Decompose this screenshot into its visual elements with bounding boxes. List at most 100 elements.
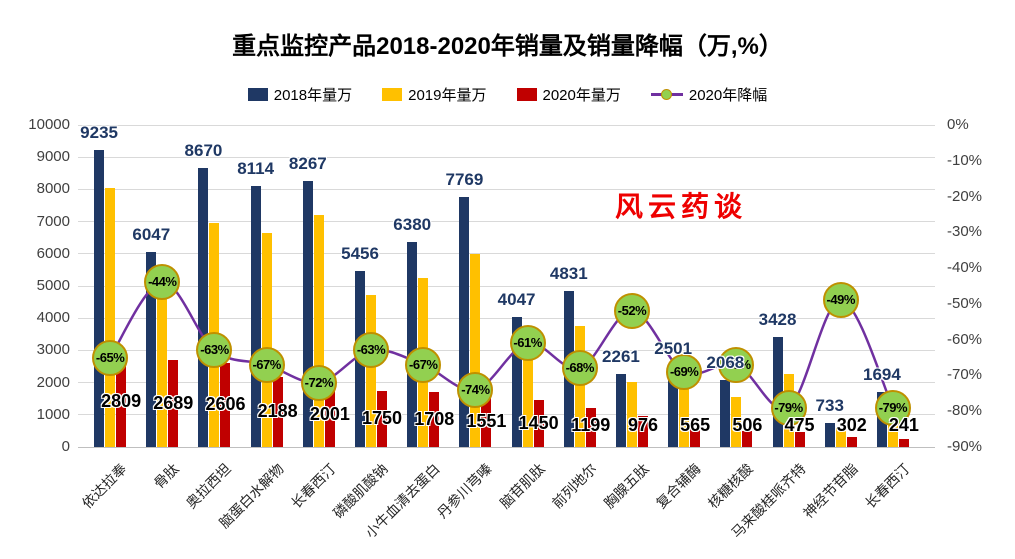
bar-2019年量万 <box>157 292 168 447</box>
decline-marker: -74% <box>457 371 494 408</box>
value-label-2020: 565 <box>680 415 711 435</box>
gridline <box>78 382 935 384</box>
value-label-2018: 2501 <box>654 339 693 359</box>
bar-2020年量万 <box>637 415 648 447</box>
decline-marker: -72% <box>300 364 337 401</box>
decline-marker: -52% <box>613 293 650 330</box>
y-axis-tick-left: 0 <box>61 438 70 455</box>
y-axis-tick-left: 4000 <box>36 309 70 327</box>
value-label-2018: 8670 <box>184 140 223 160</box>
legend-line-marker-icon <box>650 88 683 101</box>
bar-2020年量万 <box>533 400 544 447</box>
gridline <box>78 349 935 351</box>
bar-2018年量万 <box>459 196 470 447</box>
bar-2020年量万 <box>168 360 179 447</box>
x-axis-category-label: 依达拉奉 <box>78 460 130 512</box>
value-label-2020: 2188 <box>257 400 298 421</box>
bar-2018年量万 <box>94 149 105 447</box>
value-label-2020: 1708 <box>414 408 455 429</box>
bar-2020年量万 <box>377 390 388 447</box>
bar-2018年量万 <box>615 374 626 447</box>
value-label-2020: 475 <box>784 415 815 435</box>
value-label-2018: 733 <box>815 396 844 416</box>
bar-2020年量万 <box>116 356 127 447</box>
bar-2019年量万 <box>887 409 898 447</box>
bar-2020年量万 <box>846 437 857 447</box>
y-axis-tick-left: 5000 <box>36 277 70 294</box>
bar-2018年量万 <box>824 423 835 447</box>
legend: 2018年量万 2019年量万 2020年量万 2020年降幅 <box>0 84 1015 105</box>
x-axis-category-label: 骨肽 <box>150 460 183 492</box>
gridline <box>78 285 935 287</box>
legend-item-2019: 2019年量万 <box>382 84 487 105</box>
value-label-2018: 4831 <box>549 264 588 284</box>
bar-2019年量万 <box>522 326 533 447</box>
value-label-2018: 2068 <box>706 353 745 373</box>
watermark: 风云药谈 <box>615 191 748 222</box>
value-label-2018: 7769 <box>445 169 484 189</box>
value-label-2020: 1750 <box>362 407 403 428</box>
legend-label: 2019年量万 <box>408 87 487 104</box>
value-label-2018: 5456 <box>341 244 379 264</box>
bar-2020年量万 <box>898 439 909 447</box>
decline-marker: -79% <box>770 389 807 426</box>
value-label-2020: 2809 <box>101 390 142 411</box>
value-label-2018: 9235 <box>80 122 118 142</box>
value-label-2018: 1694 <box>862 365 901 385</box>
bar-2020年量万 <box>585 408 596 447</box>
value-label-2020: 2689 <box>153 392 194 413</box>
y-axis-tick-right: -60% <box>947 330 983 348</box>
value-label-2020: 1450 <box>518 412 559 433</box>
gridline <box>78 446 935 448</box>
x-axis-category-label: 复合辅酶 <box>652 460 704 512</box>
decline-marker: -63% <box>196 332 233 369</box>
gridline <box>78 221 935 223</box>
x-axis-category-label: 脑苷肌肽 <box>496 460 548 512</box>
y-axis-tick-left: 3000 <box>36 341 70 359</box>
legend-label: 2018年量万 <box>273 87 353 104</box>
value-label-2020: 302 <box>836 415 867 435</box>
value-label-2020: 1551 <box>466 411 507 432</box>
legend-swatch-2018 <box>247 88 268 101</box>
y-axis-tick-left: 1000 <box>36 405 70 423</box>
value-label-2018: 8267 <box>288 153 327 173</box>
decline-marker: -67% <box>248 346 285 383</box>
x-axis-category-label: 丹参川芎嗪 <box>434 460 496 522</box>
bar-2020年量万 <box>220 363 231 447</box>
bar-2019年量万 <box>105 188 116 447</box>
gridline <box>78 124 935 126</box>
x-axis-category-label: 前列地尔 <box>548 460 600 512</box>
decline-marker: -44% <box>144 264 181 301</box>
x-axis-category-label: 长春西汀 <box>861 460 913 512</box>
value-label-2018: 2261 <box>602 347 640 367</box>
bar-2020年量万 <box>324 382 335 447</box>
legend-item-decline: 2020年降幅 <box>650 84 767 105</box>
decline-marker: -65% <box>92 339 129 376</box>
bar-2018年量万 <box>198 167 209 447</box>
decline-marker: -79% <box>874 389 911 426</box>
bar-2018年量万 <box>511 316 522 447</box>
value-label-2020: 241 <box>888 415 919 435</box>
bar-2018年量万 <box>250 185 261 447</box>
legend-item-2020: 2020年量万 <box>516 84 621 105</box>
bar-2019年量万 <box>574 326 585 447</box>
legend-item-2018: 2018年量万 <box>247 84 353 105</box>
y-axis-tick-left: 2000 <box>36 373 70 391</box>
gridline <box>78 156 935 158</box>
bar-2019年量万 <box>470 254 481 447</box>
bar-2018年量万 <box>407 241 418 447</box>
y-axis-tick-left: 6000 <box>36 244 70 262</box>
value-label-2020: 2001 <box>309 403 350 424</box>
bar-2018年量万 <box>720 380 731 447</box>
bar-2019年量万 <box>366 294 377 447</box>
y-axis-tick-right: -70% <box>947 366 983 384</box>
value-label-2018: 8114 <box>237 158 275 178</box>
y-axis-tick-right: -20% <box>947 187 983 205</box>
decline-marker: -69% <box>666 353 703 390</box>
bar-2020年量万 <box>481 397 492 447</box>
value-label-2018: 6380 <box>393 214 432 234</box>
gridline <box>78 253 935 255</box>
bar-2019年量万 <box>679 388 690 447</box>
bar-2020年量万 <box>272 376 283 447</box>
